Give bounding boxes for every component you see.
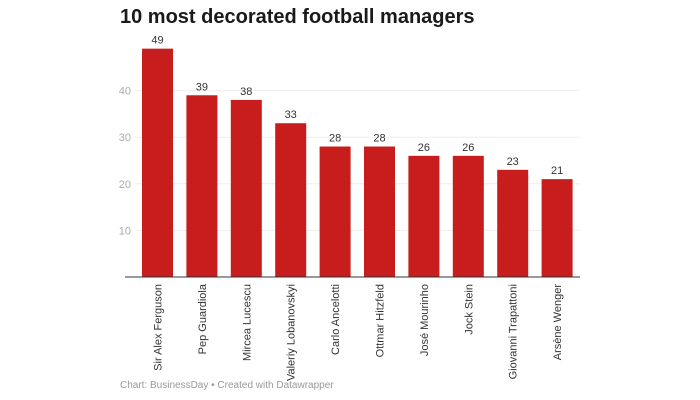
- y-tick-label: 10: [119, 225, 131, 237]
- x-tick-label: Arsène Wenger: [552, 284, 564, 361]
- x-tick-label: Ottmar Hitzfeld: [375, 284, 387, 357]
- chart-footer: Chart: BusinessDay • Created with Datawr…: [120, 380, 334, 391]
- data-label: 23: [507, 156, 519, 168]
- x-tick-label: Valeriy Lobanovskyi: [286, 284, 298, 381]
- y-tick-label: 20: [119, 179, 131, 191]
- bar: [230, 99, 262, 277]
- data-label: 26: [462, 142, 474, 154]
- bar: [408, 155, 440, 277]
- y-tick-label: 40: [119, 86, 131, 98]
- bar: [364, 146, 395, 277]
- bar: [497, 169, 529, 277]
- x-tick-label: Jock Stein: [463, 284, 475, 335]
- bar: [275, 123, 307, 277]
- data-label: 38: [240, 86, 252, 98]
- bar: [452, 155, 484, 277]
- data-label: 21: [551, 165, 563, 177]
- x-tick-label: Sir Alex Ferguson: [153, 284, 165, 371]
- x-tick-label: Giovanni Trapattoni: [508, 284, 520, 379]
- bar: [541, 179, 573, 277]
- x-tick-label: Pep Guardiola: [197, 283, 209, 354]
- data-label: 33: [285, 109, 297, 121]
- y-tick-label: 30: [119, 132, 131, 144]
- x-tick-label: Mircea Lucescu: [241, 284, 253, 361]
- data-label: 26: [418, 142, 430, 154]
- bar: [186, 95, 218, 277]
- data-label: 28: [329, 133, 341, 145]
- bar: [319, 146, 351, 277]
- chart-title: 10 most decorated football managers: [120, 6, 475, 28]
- x-tick-label: José Mourinho: [419, 284, 431, 356]
- data-label: 49: [151, 35, 163, 47]
- data-label: 39: [196, 81, 208, 93]
- x-tick-label: Carlo Ancelotti: [330, 284, 342, 355]
- bar: [142, 48, 173, 277]
- data-label: 28: [373, 133, 385, 145]
